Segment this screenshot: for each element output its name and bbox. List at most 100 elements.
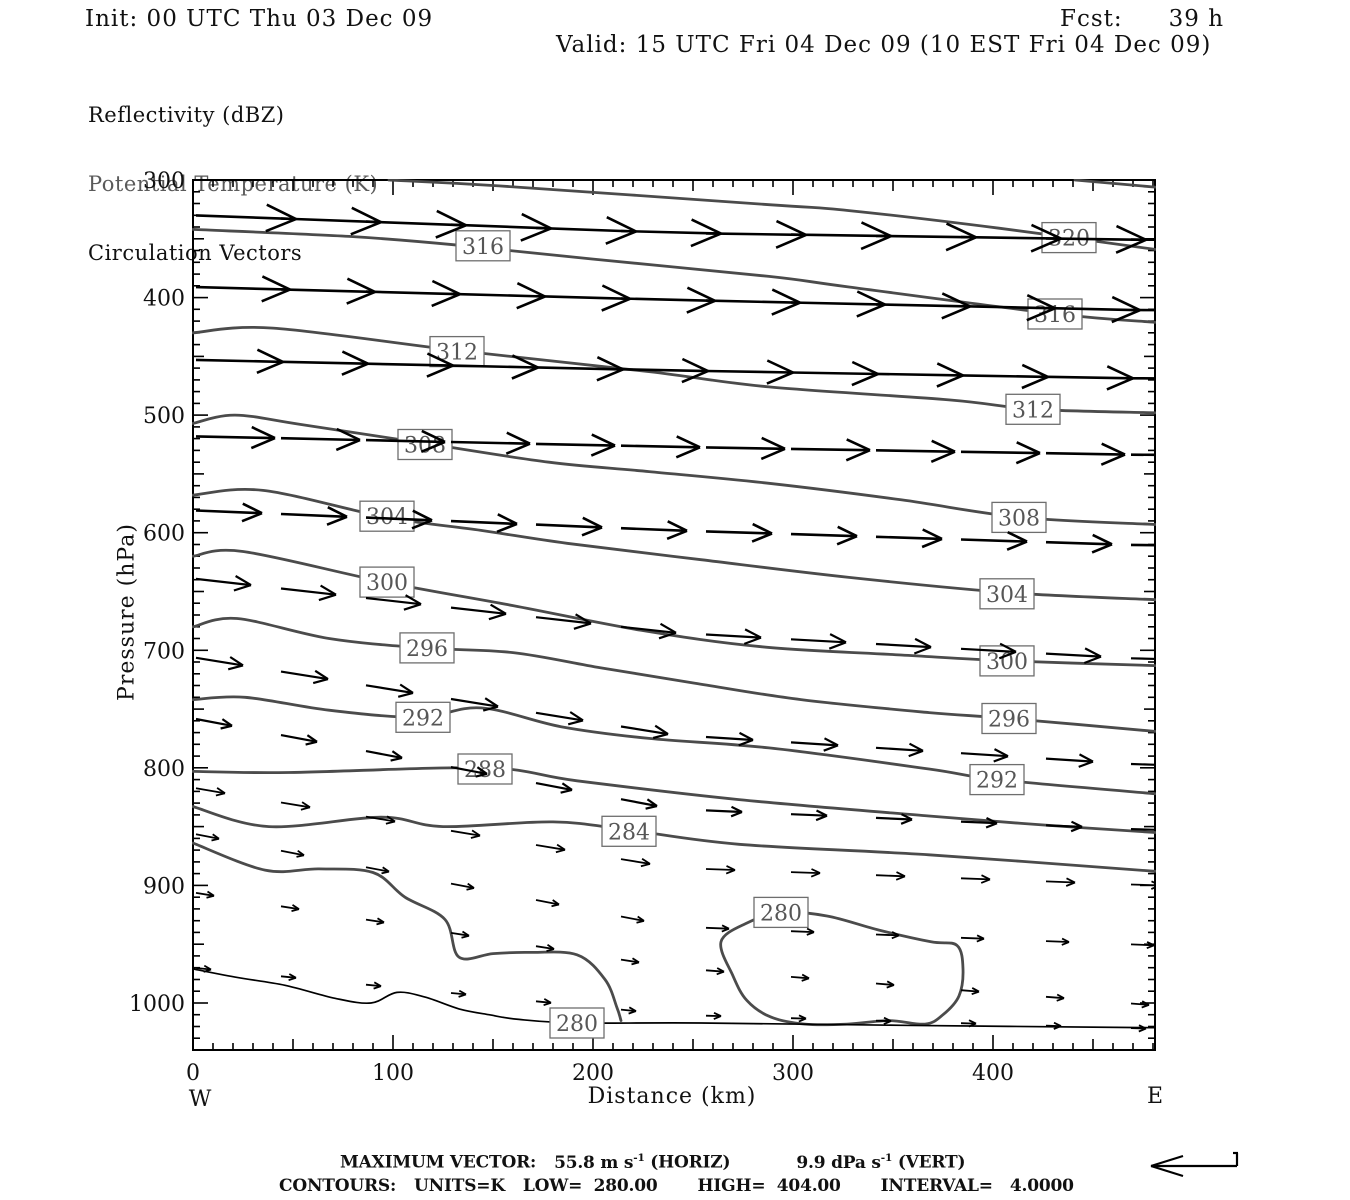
max-vector-horiz-suffix: (HORIZ) <box>644 1152 731 1173</box>
wind-arrow <box>535 613 592 630</box>
x-axis-label: Distance (km) <box>587 1084 757 1109</box>
wind-arrow <box>705 924 730 933</box>
wind-arrow <box>535 944 555 952</box>
wind-arrow <box>280 277 376 305</box>
wind-arrow <box>280 427 361 452</box>
wind-arrow <box>620 218 722 248</box>
west-end-label: W <box>188 1087 212 1112</box>
wind-arrow <box>535 843 566 854</box>
wind-arrow <box>450 989 467 998</box>
contour-label-292: 292 <box>976 769 1018 794</box>
wind-arrow <box>790 290 886 318</box>
contour-label-box <box>1005 393 1061 425</box>
wind-arrow <box>450 829 481 839</box>
field-reflectivity: Reflectivity (dBZ) <box>88 103 285 127</box>
wind-arrow <box>365 683 414 698</box>
wind-arrow <box>790 360 879 387</box>
wind-arrow <box>195 203 297 233</box>
wind-arrow <box>875 931 900 940</box>
wind-arrow <box>875 813 913 825</box>
wind-arrow <box>620 798 658 810</box>
contour-label-box <box>1027 298 1083 330</box>
wind-arrow <box>535 284 631 312</box>
wind-arrow <box>195 575 252 592</box>
wind-arrow <box>450 212 552 242</box>
contour-line-280 <box>192 968 1156 1029</box>
east-end-label: E <box>1147 1084 1164 1109</box>
wind-arrow <box>450 282 546 310</box>
wind-arrow <box>280 734 318 746</box>
contour-label-box <box>395 701 451 733</box>
y-tick-label: 600 <box>143 522 185 547</box>
wind-arrow <box>450 354 539 380</box>
wind-arrow <box>365 352 454 378</box>
wind-arrow <box>705 967 725 976</box>
field-circulation-vectors: Circulation Vectors <box>88 241 303 265</box>
y-tick-label: 1000 <box>129 992 185 1017</box>
vert-exponent: -1 <box>880 1152 893 1164</box>
plotted-fields-list: Reflectivity (dBZ) Potential Temperature… <box>88 58 378 311</box>
contour-label-box <box>969 763 1025 796</box>
wind-arrow <box>620 286 716 314</box>
wind-arrow <box>280 669 329 685</box>
contour-line-320 <box>387 179 1156 251</box>
wind-arrow <box>620 357 709 384</box>
wind-arrow <box>450 513 518 534</box>
wind-arrow <box>535 899 560 908</box>
contour-line-288 <box>192 766 1156 834</box>
wind-arrow <box>620 724 669 740</box>
wind-arrow <box>535 998 552 1007</box>
plot-frame <box>192 179 1156 1051</box>
wind-arrow <box>1045 533 1113 554</box>
wind-arrow <box>195 348 284 374</box>
wind-arrow <box>790 809 828 822</box>
wind-arrow <box>705 1011 722 1020</box>
wind-arrow <box>875 528 943 549</box>
y-tick-label: 300 <box>143 169 185 194</box>
wind-arrow <box>960 642 1017 660</box>
wind-arrow <box>365 866 390 875</box>
wind-arrow <box>875 871 906 881</box>
wind-arrow <box>875 1016 892 1025</box>
field-potential-temperature: Potential Temperature (K) <box>88 172 379 196</box>
wind-arrow <box>1045 365 1134 391</box>
wind-arrow <box>620 1006 637 1015</box>
wind-arrow <box>450 930 470 939</box>
init-time-label: Init: 00 UTC Thu 03 Dec 09 <box>85 6 434 32</box>
wind-arrow <box>195 275 291 303</box>
wind-arrow <box>195 890 215 899</box>
y-tick-label: 500 <box>143 404 185 429</box>
wind-arrow <box>960 934 985 943</box>
wind-arrow <box>450 882 475 891</box>
contour-line-324 <box>1073 179 1156 189</box>
wind-arrow <box>1130 377 1156 380</box>
contour-line-284 <box>192 805 1156 873</box>
wind-arrow <box>450 431 531 455</box>
contour-line-292 <box>192 695 1156 796</box>
contour-label-300: 300 <box>366 571 408 596</box>
wind-arrow <box>1130 880 1156 890</box>
x-tick-label: 100 <box>372 1061 414 1086</box>
tick-labels: 300 400 500 600 700 800 900 1000 0 100 200 300 400 <box>129 169 1014 1086</box>
axis-ticks <box>192 179 1155 1051</box>
wind-arrow <box>1130 657 1156 661</box>
circulation-vector-arrows <box>195 203 1156 1033</box>
contour-label-box <box>399 632 455 664</box>
wind-arrow <box>705 288 801 316</box>
contour-label-284: 284 <box>608 820 650 845</box>
wind-arrow <box>875 362 964 388</box>
x-tick-label: 200 <box>572 1061 614 1086</box>
contour-label-308: 308 <box>404 434 446 459</box>
wind-arrow <box>1045 647 1102 665</box>
wind-arrow <box>1130 308 1156 312</box>
wind-arrow <box>535 433 616 457</box>
wind-arrow <box>620 957 640 966</box>
contour-label-280: 280 <box>760 901 802 926</box>
wind-arrow <box>195 833 220 842</box>
wind-arrow <box>790 868 821 878</box>
wind-arrow <box>365 279 461 308</box>
wind-arrow <box>365 981 382 990</box>
wind-arrow <box>875 292 971 320</box>
contour-label-box <box>397 428 453 461</box>
